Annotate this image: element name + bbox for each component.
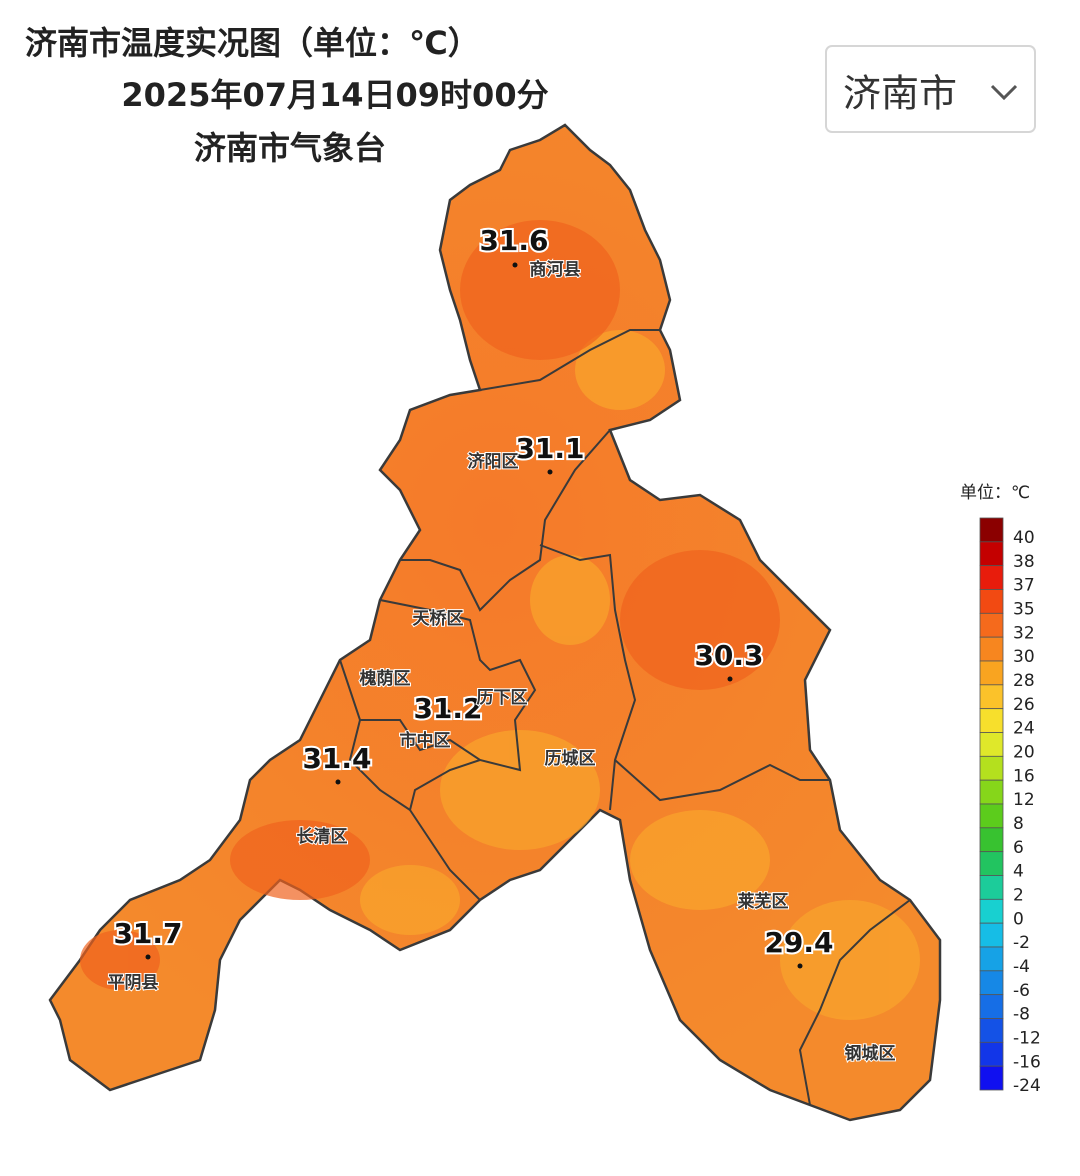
temperature-reading: 31.1 <box>515 432 584 465</box>
legend-swatch <box>979 946 1004 972</box>
station-dot <box>797 963 803 969</box>
district-label: 莱芜区 <box>738 891 789 912</box>
legend: 40383735323028262420161286420-2-4-6-8-12… <box>979 517 1041 1096</box>
temperature-reading: 31.6 <box>479 224 548 257</box>
legend-label: 8 <box>1013 814 1024 834</box>
legend-swatch <box>979 517 1004 543</box>
legend-label: -8 <box>1013 1005 1030 1025</box>
station-dot <box>145 954 151 960</box>
map-title: 济南市温度实况图（单位：℃） <box>25 24 480 62</box>
legend-label: 26 <box>1013 695 1035 715</box>
legend-label: -24 <box>1013 1076 1041 1096</box>
legend-swatch <box>979 970 1004 996</box>
legend-swatch <box>979 636 1004 662</box>
legend-label: 6 <box>1013 838 1024 858</box>
station-dot <box>547 469 553 475</box>
legend-swatch <box>979 922 1004 948</box>
station-dot <box>445 709 451 715</box>
legend-swatch <box>979 994 1004 1019</box>
legend-swatch <box>979 779 1004 805</box>
legend-title: 单位：℃ <box>960 483 1030 503</box>
legend-label: -12 <box>1013 1029 1041 1049</box>
dropdown-chevron[interactable] <box>990 84 1018 101</box>
legend-label: 16 <box>1013 766 1035 786</box>
temperature-reading: 31.7 <box>113 917 182 950</box>
map-time: 2025年07月14日09时00分 <box>121 76 548 114</box>
map <box>48 123 942 1122</box>
legend-label: 12 <box>1013 790 1035 810</box>
legend-swatch <box>979 827 1004 853</box>
district-label: 钢城区 <box>845 1043 896 1064</box>
legend-label: 2 <box>1013 886 1024 906</box>
legend-swatch <box>979 708 1004 733</box>
district-label: 历城区 <box>545 749 596 769</box>
legend-label: 4 <box>1013 862 1024 882</box>
legend-swatch <box>979 660 1004 686</box>
legend-label: 32 <box>1013 623 1035 643</box>
legend-swatch <box>979 1065 1004 1091</box>
legend-label: 30 <box>1013 647 1035 667</box>
district-label: 平阴县 <box>108 973 159 993</box>
cool-patches <box>360 330 920 1020</box>
region-selector[interactable]: 济南市 <box>825 45 1036 133</box>
legend-swatch <box>979 612 1004 638</box>
temperature-reading: 30.3 <box>694 639 763 672</box>
district-label: 历下区 <box>477 688 528 708</box>
district-borders <box>339 329 911 1106</box>
legend-label: 0 <box>1013 909 1024 929</box>
legend-swatch <box>979 732 1004 757</box>
temperature-reading: 29.4 <box>764 926 833 959</box>
dropdown-box[interactable] <box>825 45 1036 133</box>
legend-label: 35 <box>1013 600 1035 620</box>
district-label: 商河县 <box>530 259 581 280</box>
map-source: 济南市气象台 <box>194 129 386 167</box>
legend-label: 24 <box>1013 719 1035 739</box>
legend-swatch <box>979 851 1004 876</box>
legend-label: 37 <box>1013 576 1035 596</box>
district-label: 市中区 <box>400 730 451 751</box>
district-label: 长清区 <box>297 826 348 847</box>
temperature-reading: 31.2 <box>413 692 482 725</box>
district-label: 天桥区 <box>413 609 464 629</box>
legend-label: 38 <box>1013 552 1035 572</box>
legend-swatch <box>979 803 1004 829</box>
legend-swatch <box>979 1041 1004 1067</box>
legend-label: -6 <box>1013 981 1030 1001</box>
dropdown-label[interactable]: 济南市 <box>843 72 957 116</box>
station-dot <box>512 262 518 268</box>
legend-label: 40 <box>1013 528 1035 548</box>
legend-label: -16 <box>1013 1052 1041 1072</box>
station-dot <box>335 779 341 785</box>
legend-swatch <box>979 565 1004 590</box>
legend-swatch <box>979 755 1004 781</box>
legend-label: 20 <box>1013 743 1035 763</box>
district-label: 济阳区 <box>468 451 519 472</box>
legend-swatch <box>979 589 1004 614</box>
station-dot <box>727 676 733 682</box>
warm-patches <box>80 220 780 990</box>
map-labels: 31.6 31.1 31.2 30.3 31.4 31.7 29.4 商河县济阳区天桥区槐荫区… <box>107 222 897 1065</box>
legend-swatch <box>979 541 1004 567</box>
legend-swatch <box>979 684 1004 710</box>
legend-swatch <box>979 1018 1004 1043</box>
district-label: 槐荫区 <box>359 668 411 689</box>
legend-label: -2 <box>1013 933 1030 953</box>
legend-label: 28 <box>1013 671 1035 691</box>
temperature-reading: 31.4 <box>302 742 371 775</box>
legend-label: -4 <box>1013 957 1030 977</box>
legend-swatch <box>979 898 1004 924</box>
legend-swatch <box>979 875 1004 900</box>
